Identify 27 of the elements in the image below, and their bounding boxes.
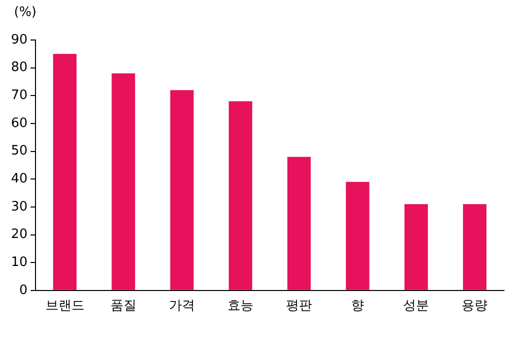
bar [53,54,77,290]
x-tick-label: 향 [351,298,364,314]
x-tick-label: 성분 [403,298,430,314]
y-tick-label: 80 [10,60,28,76]
x-tick-label: 효능 [227,298,254,314]
x-tick-label: 품질 [110,298,136,314]
x-tick-label: 평판 [286,298,312,314]
bar [287,156,311,290]
y-tick-label: 90 [10,32,28,48]
bar [112,73,136,290]
bar [346,182,370,290]
y-tick-label: 40 [10,171,28,186]
y-tick-label: 60 [10,116,28,131]
y-tick-label: 50 [10,144,28,159]
bar [463,204,486,290]
bar [404,204,428,290]
y-axis-title: (%) [14,4,36,20]
x-tick-label: 용량 [462,298,488,314]
y-tick-label: 30 [10,199,28,214]
bar [228,101,252,290]
x-tick-label: 가격 [168,298,195,314]
x-tick-label: 브랜드 [45,298,84,314]
y-tick-label: 70 [10,88,28,104]
y-tick-label: 0 [19,282,28,298]
bar [170,90,194,290]
y-tick-label: 20 [10,227,28,242]
y-tick-label: 10 [10,254,28,270]
